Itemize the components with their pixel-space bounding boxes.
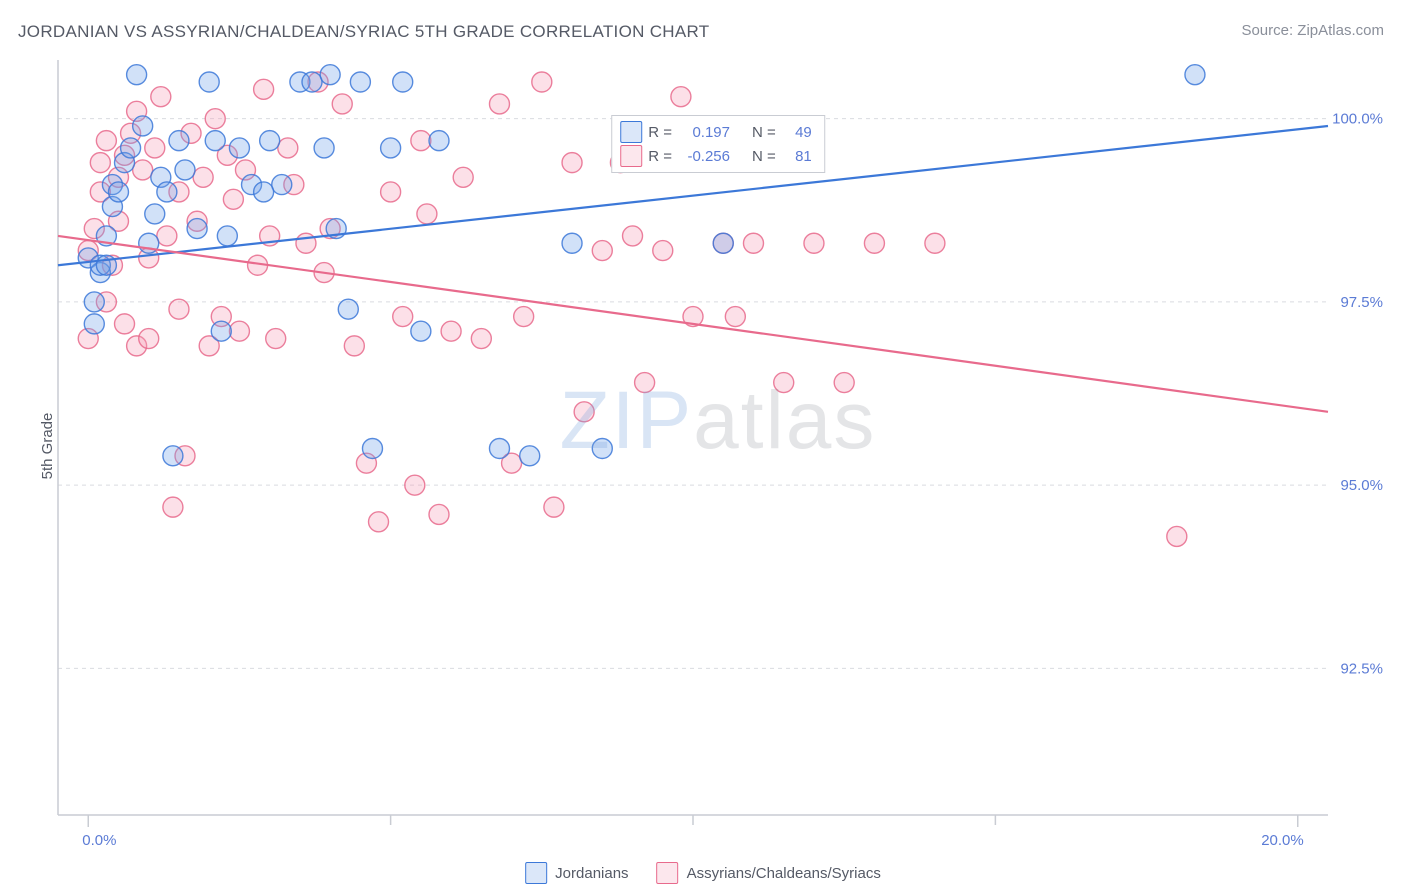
legend-swatch-icon xyxy=(657,862,679,884)
source-attribution: Source: ZipAtlas.com xyxy=(1241,22,1384,39)
svg-text:97.5%: 97.5% xyxy=(1340,294,1383,311)
scatter-plot-svg: 92.5% 95.0% 97.5% 100.0% 0.0% 20.0% xyxy=(48,55,1388,850)
plot-area: 92.5%95.0%97.5%100.0%0.0%20.0% ZIPatlas … xyxy=(48,55,1388,850)
legend-swatch-icon xyxy=(620,121,642,143)
series-legend-label: Assyrians/Chaldeans/Syriacs xyxy=(687,865,881,882)
svg-text:95.0%: 95.0% xyxy=(1340,477,1383,494)
chart-title: JORDANIAN VS ASSYRIAN/CHALDEAN/SYRIAC 5T… xyxy=(18,22,709,42)
n-label: N = xyxy=(752,148,776,165)
series-legend-label: Jordanians xyxy=(555,865,628,882)
legend-swatch-icon xyxy=(525,862,547,884)
series-legend-assyrians: Assyrians/Chaldeans/Syriacs xyxy=(657,862,881,884)
legend-swatch-icon xyxy=(620,145,642,167)
svg-text:100.0%: 100.0% xyxy=(1332,111,1383,128)
legend-row-assyrians: R = -0.256 N = 81 xyxy=(620,144,812,168)
r-value: 0.197 xyxy=(678,124,730,141)
n-label: N = xyxy=(752,124,776,141)
r-label: R = xyxy=(648,124,672,141)
chart-container: JORDANIAN VS ASSYRIAN/CHALDEAN/SYRIAC 5T… xyxy=(0,0,1406,892)
n-value: 81 xyxy=(782,148,812,165)
r-label: R = xyxy=(648,148,672,165)
series-legend-jordanians: Jordanians xyxy=(525,862,628,884)
r-value: -0.256 xyxy=(678,148,730,165)
legend-row-jordanians: R = 0.197 N = 49 xyxy=(620,120,812,144)
svg-text:92.5%: 92.5% xyxy=(1340,660,1383,677)
n-value: 49 xyxy=(782,124,812,141)
series-legend: Jordanians Assyrians/Chaldeans/Syriacs xyxy=(525,862,881,884)
correlation-legend: R = 0.197 N = 49 R = -0.256 N = 81 xyxy=(611,115,825,173)
svg-text:0.0%: 0.0% xyxy=(82,832,116,849)
svg-text:20.0%: 20.0% xyxy=(1261,832,1304,849)
